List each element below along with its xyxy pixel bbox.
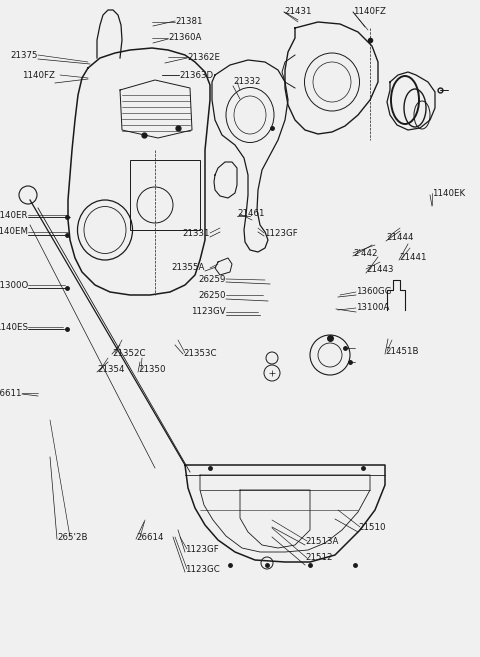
Text: 1140ER: 1140ER <box>0 210 28 219</box>
Text: 21431: 21431 <box>284 7 312 16</box>
Text: 21363D: 21363D <box>179 70 213 79</box>
Text: 21360A: 21360A <box>168 34 202 43</box>
Text: 21381: 21381 <box>175 18 203 26</box>
Text: 21362E: 21362E <box>187 53 220 62</box>
Text: 21443: 21443 <box>366 265 394 273</box>
Text: 21451B: 21451B <box>385 346 419 355</box>
Text: 21332: 21332 <box>233 78 261 87</box>
Text: 26250: 26250 <box>199 290 226 300</box>
Text: 1123GF: 1123GF <box>264 229 298 237</box>
Text: 1123GC: 1123GC <box>185 564 220 574</box>
Text: 21353C: 21353C <box>183 348 216 357</box>
Text: 21461: 21461 <box>237 210 264 219</box>
Text: 26259: 26259 <box>199 275 226 284</box>
Text: 1360GG: 1360GG <box>356 288 392 296</box>
Text: 1140FZ: 1140FZ <box>22 70 55 79</box>
Text: 13100A: 13100A <box>356 304 389 313</box>
Text: 11300O: 11300O <box>0 281 28 290</box>
Text: 21352C: 21352C <box>112 348 145 357</box>
Text: 21444: 21444 <box>386 233 413 242</box>
Text: 21350: 21350 <box>138 365 166 374</box>
Text: 1140EK: 1140EK <box>432 189 465 198</box>
Text: 21354: 21354 <box>97 365 124 374</box>
Text: 1140ES: 1140ES <box>0 323 28 332</box>
Text: 1140FZ: 1140FZ <box>353 7 386 16</box>
Text: 2'442: 2'442 <box>353 248 377 258</box>
Text: 1123GV: 1123GV <box>192 307 226 317</box>
Text: 21510: 21510 <box>358 522 385 532</box>
Text: 26611: 26611 <box>0 388 22 397</box>
Text: 265'2B: 265'2B <box>57 533 87 541</box>
Text: 21441: 21441 <box>399 254 427 263</box>
Text: 26614: 26614 <box>136 533 164 541</box>
Text: 21355A: 21355A <box>172 263 205 273</box>
Text: 21512: 21512 <box>305 553 333 562</box>
Text: 1140EM: 1140EM <box>0 227 28 237</box>
Text: 21513A: 21513A <box>305 537 338 545</box>
Text: 1123GF: 1123GF <box>185 545 219 553</box>
Text: 21375: 21375 <box>11 51 38 60</box>
Text: 21331: 21331 <box>182 229 210 237</box>
